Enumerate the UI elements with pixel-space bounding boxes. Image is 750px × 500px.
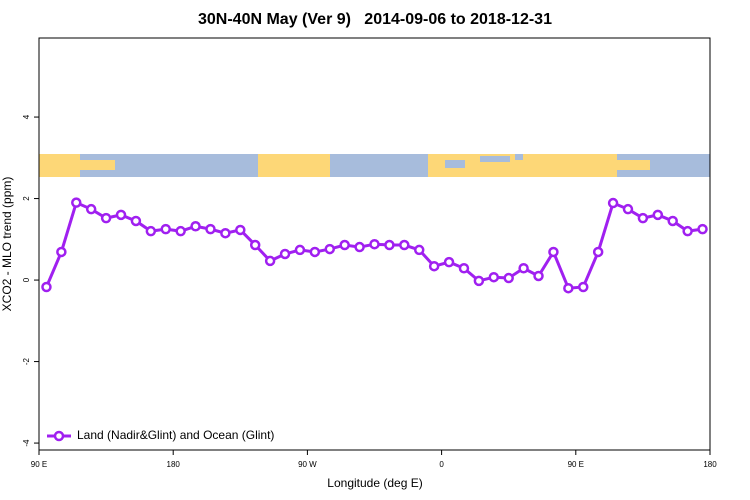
data-point [145, 225, 157, 237]
data-point [458, 262, 470, 274]
data-point [130, 215, 142, 227]
chart-title: 30N-40N May (Ver 9) 2014-09-06 to 2018-1… [198, 11, 552, 28]
legend-marker [53, 430, 65, 442]
data-point [249, 239, 261, 251]
x-tick-label: 0 [439, 460, 444, 469]
x-tick-label: 180 [167, 460, 181, 469]
y-axis-label: XCO2 - MLO trend (ppm) [0, 177, 14, 312]
data-point [428, 260, 440, 272]
data-point [369, 238, 380, 250]
y-tick-label: -2 [22, 357, 31, 365]
data-point [413, 244, 425, 256]
y-tick-label: 0 [22, 277, 31, 282]
data-point [667, 215, 678, 227]
x-tick-label: 90 W [298, 460, 317, 469]
y-tick-label: -4 [22, 439, 31, 447]
data-point [652, 209, 664, 221]
plot-frame [38, 37, 711, 451]
data-point [160, 223, 171, 235]
data-point [100, 212, 112, 224]
data-point [264, 255, 276, 267]
data-point [85, 203, 97, 215]
data-point [473, 275, 485, 287]
y-tick-label: 4 [22, 114, 31, 119]
data-point [682, 225, 693, 237]
data-point [324, 243, 336, 255]
data-point [220, 227, 231, 239]
data-point [41, 281, 52, 293]
data-point [205, 223, 216, 235]
data-point [443, 256, 455, 268]
data-point [622, 203, 634, 215]
data-point [563, 282, 574, 294]
legend-label: Land (Nadir&Glint) and Ocean (Glint) [77, 428, 274, 442]
data-point [503, 272, 514, 284]
x-tick-label: 90 E [31, 460, 47, 469]
data-point [533, 270, 544, 282]
data-point [354, 241, 365, 253]
data-point [190, 221, 201, 232]
x-tick-label: 90 E [568, 460, 584, 469]
data-point [71, 197, 82, 208]
map-strip [39, 154, 710, 177]
data-point [607, 197, 619, 209]
data-point [697, 223, 708, 235]
data-point [279, 248, 291, 260]
data-point [175, 225, 186, 237]
data-point [294, 244, 306, 256]
data-point [399, 239, 410, 251]
y-tick-label: 2 [22, 196, 31, 201]
data-point [384, 239, 395, 251]
x-axis-label: Longitude (deg E) [327, 476, 422, 490]
data-point [592, 246, 604, 258]
data-point [488, 271, 500, 283]
data-point [518, 262, 529, 274]
data-point [548, 246, 559, 258]
data-point [578, 281, 589, 293]
data-point [56, 246, 67, 258]
data-point [309, 246, 321, 258]
x-tick-label: 180 [703, 460, 717, 469]
data-point [339, 239, 350, 251]
data-point [115, 209, 127, 221]
data-point [235, 224, 246, 236]
data-point [637, 212, 649, 224]
